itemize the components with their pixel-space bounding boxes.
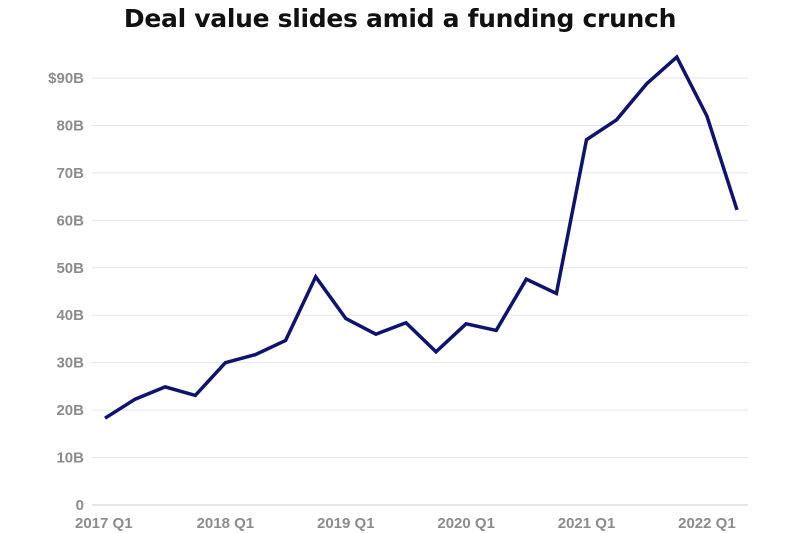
- x-tick-label: 2020 Q1: [437, 515, 495, 532]
- series-layer: [104, 54, 739, 420]
- y-tick-label: 40B: [56, 307, 84, 324]
- chart-title: Deal value slides amid a funding crunch: [123, 4, 677, 33]
- x-axis-tick-labels: 2017 Q1 2018 Q1 2019 Q1 2020 Q1 2021 Q1 2022 …: [75, 515, 736, 532]
- y-tick-label: 0: [76, 497, 84, 514]
- y-tick-label: 30B: [56, 355, 84, 372]
- y-tick-label: 70B: [56, 165, 84, 182]
- x-tick-label: 2018 Q1: [197, 515, 255, 532]
- y-tick-label: $90B: [48, 70, 84, 87]
- y-tick-label: 20B: [56, 402, 84, 419]
- x-tick-label: 2019 Q1: [317, 515, 375, 532]
- x-tick-label: 2022 Q1: [678, 515, 736, 532]
- x-tick-label: 2017 Q1: [75, 515, 133, 532]
- y-tick-label: 80B: [56, 117, 84, 134]
- y-tick-label: 60B: [56, 212, 84, 229]
- x-tick-label: 2021 Q1: [558, 515, 616, 532]
- y-tick-label: 50B: [56, 260, 84, 277]
- y-axis-tick-labels: 0 10B 20B 30B 40B 50B 60B 70B 80B $90B: [48, 70, 84, 514]
- series-line: [104, 54, 739, 420]
- gridlines: [92, 77, 748, 506]
- y-tick-label: 10B: [56, 450, 84, 467]
